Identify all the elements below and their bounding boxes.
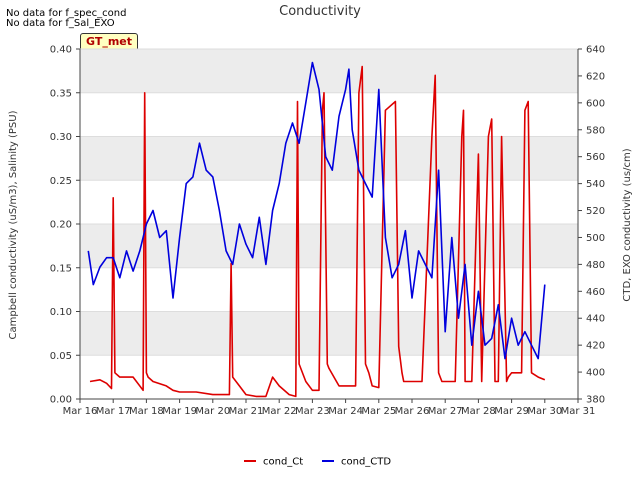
series-layer [87,61,546,398]
x-tick-label: Mar 28 [461,406,496,417]
y-left-tick-label: 0.35 [50,88,72,99]
x-tick-label: Mar 25 [361,406,396,417]
x-tick-label: Mar 30 [527,406,562,417]
x-tick-label: Mar 27 [428,406,463,417]
y-right-tick-label: 560 [586,152,605,163]
grid-band [80,136,578,181]
y-right-tick-label: 440 [586,314,605,325]
y-left-tick-label: 0.00 [50,395,72,406]
y-left-tick-label: 0.40 [50,45,72,56]
y-left-tick-label: 0.05 [50,351,72,362]
legend-label-cond-CTD: cond_CTD [341,457,391,468]
y-left-tick-label: 0.25 [50,176,72,187]
no-data-note-1: No data for f_spec_cond [6,8,127,19]
y-right-tick-label: 500 [586,233,605,244]
x-tick-label: Mar 17 [96,406,131,417]
x-tick-label: Mar 20 [195,406,230,417]
y-right-tick-label: 380 [586,395,605,406]
y-left-tick-label: 0.20 [50,220,72,231]
x-tick-label: Mar 26 [395,406,430,417]
y-left-tick-label: 0.30 [50,132,72,143]
y-right-tick-label: 600 [586,98,605,109]
y-axis-right-title: CTD, EXO conductivity (us/cm) [622,148,633,301]
legend-label-cond-Ct: cond_Ct [263,457,303,468]
x-tick-label: Mar 16 [63,406,98,417]
legend: cond_Ct cond_CTD [244,457,391,468]
y-right-tick-label: 480 [586,260,605,271]
no-data-note-2: No data for f_Sal_EXO [6,18,115,29]
series-line-cond-Ct [89,65,546,398]
series-line-cond-CTD [87,61,546,360]
x-tick-label: Mar 23 [295,406,330,417]
y-axis-left-title: Campbell conductivity (uS/m3), Salinity … [8,110,19,339]
grid-band [80,49,578,93]
x-tick-label: Mar 18 [129,406,164,417]
x-tick-label: Mar 21 [229,406,264,417]
y-right-tick-label: 580 [586,125,605,136]
y-right-tick-label: 640 [586,45,605,56]
y-right-tick-label: 540 [586,179,605,190]
y-right-tick-label: 420 [586,341,605,352]
chart-title: Conductivity [279,4,361,19]
x-tick-label: Mar 24 [328,406,363,417]
y-left-tick-label: 0.10 [50,307,72,318]
y-right-tick-label: 620 [586,71,605,82]
plot-axes: 0.00 0.05 0.10 0.15 0.20 0.25 0.30 0.35 0.40 380 4… [50,45,605,418]
x-tick-label: Mar 19 [162,406,197,417]
x-tick-label: Mar 31 [561,406,596,417]
x-tick-label: Mar 22 [262,406,297,417]
y-right-tick-label: 460 [586,287,605,298]
x-tick-label: Mar 29 [494,406,529,417]
y-right-tick-label: 400 [586,368,605,379]
y-right-tick-label: 520 [586,206,605,217]
grid-band [80,224,578,268]
plot-bands [80,49,578,356]
y-left-tick-label: 0.15 [50,263,72,274]
